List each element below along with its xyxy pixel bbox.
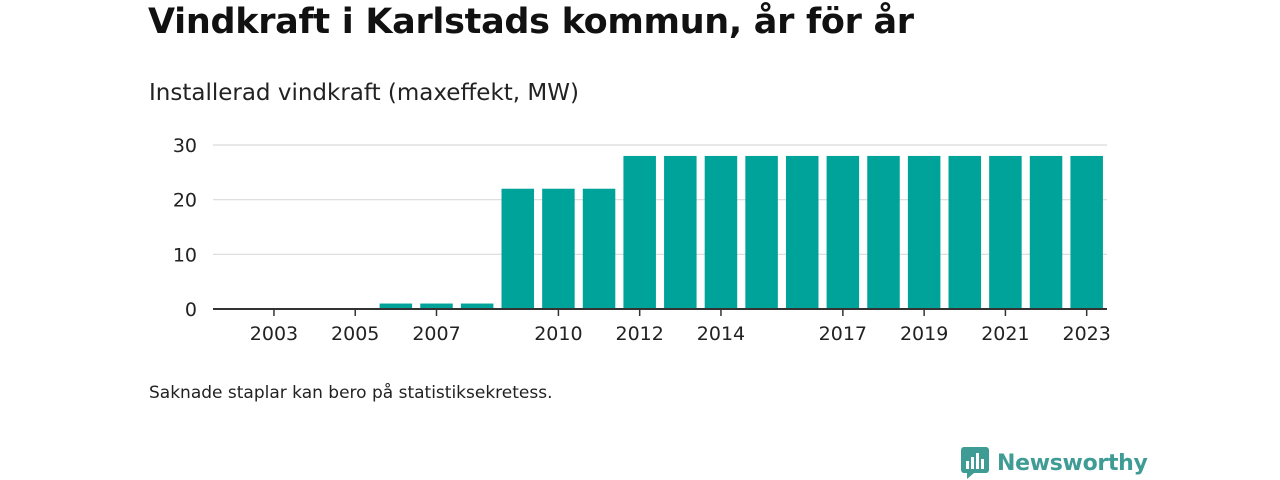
bar-chart: 0 10 20 30 2003 2005 2007 2010 2012 2014 2017 2019 2… — [173, 135, 1111, 345]
newsworthy-brand[interactable]: Newsworthy — [961, 446, 1148, 480]
bar-2007 — [420, 303, 453, 309]
x-tick-label-2014: 2014 — [697, 323, 745, 345]
bar-2013 — [664, 155, 697, 309]
x-tick-label-2010: 2010 — [534, 323, 582, 345]
bar-2023 — [1070, 155, 1103, 309]
y-tick-label-20: 20 — [173, 190, 197, 212]
x-tick-label-2021: 2021 — [981, 323, 1029, 345]
bar-2010 — [542, 188, 575, 309]
y-tick-label-10: 10 — [173, 244, 197, 266]
bar-2006 — [379, 303, 413, 309]
bar-2020 — [948, 155, 982, 309]
bar-2009 — [501, 188, 535, 309]
x-tick-label-2019: 2019 — [900, 323, 948, 345]
x-tick-label-2003: 2003 — [250, 323, 298, 345]
bar-2008 — [460, 303, 494, 309]
y-tick-label-30: 30 — [173, 135, 197, 157]
newsworthy-logo-icon — [961, 447, 989, 479]
x-tick-label-2005: 2005 — [331, 323, 379, 345]
bar-2015 — [745, 155, 778, 309]
bar-2014 — [704, 155, 738, 309]
x-tick-label-2017: 2017 — [819, 323, 867, 345]
bar-2017 — [826, 155, 860, 309]
bar-2012 — [623, 155, 656, 309]
y-tick-label-0: 0 — [185, 299, 197, 321]
bar-2019 — [907, 155, 941, 309]
x-tick-label-2012: 2012 — [616, 323, 664, 345]
bar-2018 — [867, 155, 900, 309]
bar-2022 — [1029, 155, 1063, 309]
bar-2016 — [785, 155, 819, 309]
chart-title: Vindkraft i Karlstads kommun, år för år — [148, 2, 914, 42]
bar-2011 — [582, 188, 616, 309]
bar-2021 — [989, 155, 1022, 309]
chart-subtitle: Installerad vindkraft (maxeffekt, MW) — [149, 80, 579, 106]
x-tick-label-2023: 2023 — [1063, 323, 1111, 345]
footnote: Saknade staplar kan bero på statistiksek… — [149, 383, 553, 403]
x-tick-label-2007: 2007 — [412, 323, 460, 345]
brand-name: Newsworthy — [997, 450, 1148, 476]
